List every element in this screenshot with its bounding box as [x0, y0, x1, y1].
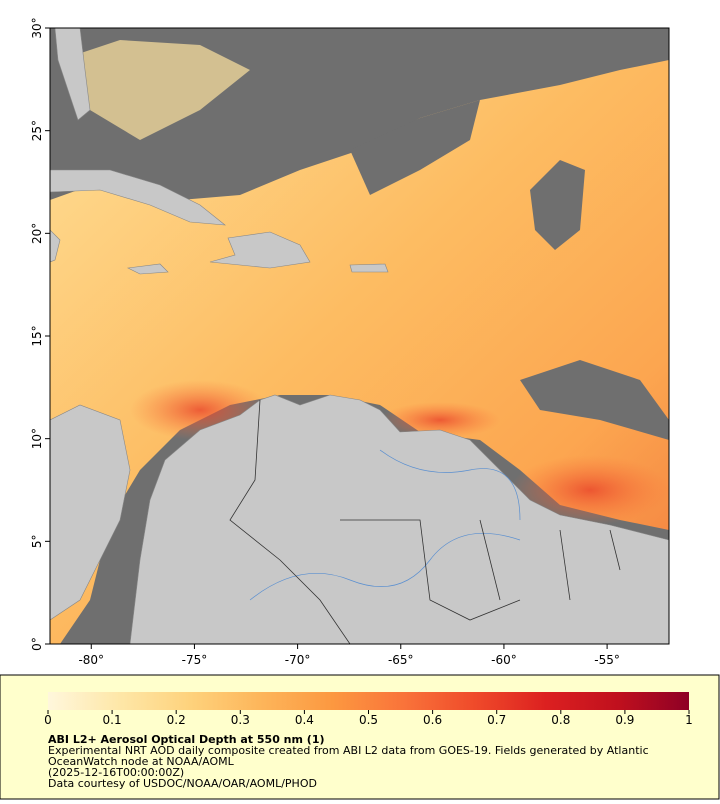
x-tick-label: -65°	[388, 653, 414, 667]
river	[249, 533, 521, 601]
colorbar-tick-label: 0.7	[487, 713, 506, 727]
colorbar-tick-label: 0	[44, 713, 52, 727]
hispaniola	[209, 231, 311, 269]
y-tick-label: 5°	[30, 535, 44, 549]
border	[340, 519, 521, 621]
y-tick-label: 15°	[30, 325, 44, 346]
aerosol-field	[50, 60, 669, 644]
caption-line: Experimental NRT AOD daily composite cre…	[48, 744, 649, 757]
y-tick-label: 30°	[30, 17, 44, 38]
aerosol-high	[380, 402, 500, 438]
florida	[54, 28, 91, 121]
y-tick-label: 25°	[30, 120, 44, 141]
y-tick-label: 0°	[30, 637, 44, 651]
rivers	[249, 449, 521, 601]
colorbar-ramp	[48, 692, 689, 710]
cuba	[50, 169, 226, 226]
river	[379, 449, 521, 521]
land	[50, 28, 669, 644]
no-data-gap	[350, 100, 480, 195]
y-tick-label: 20°	[30, 223, 44, 244]
caption-line: Data courtesy of USDOC/NOAA/OAR/AOML/PHO…	[48, 777, 317, 790]
aerosol-field	[60, 40, 250, 140]
no-data-gap	[520, 360, 669, 440]
x-tick-label: -75°	[182, 653, 208, 667]
caption-title: ABI L2+ Aerosol Optical Depth at 550 nm …	[48, 733, 325, 746]
caption-line: (2025-12-16T00:00:00Z)	[48, 766, 184, 779]
no-data-gap	[530, 160, 585, 250]
border	[229, 399, 351, 644]
colorbar-tick-label: 0.8	[551, 713, 570, 727]
colorbar-tick-label: 0.4	[295, 713, 314, 727]
yucatan	[50, 229, 61, 263]
colorbar-tick-label: 1	[685, 713, 693, 727]
border	[479, 519, 621, 601]
colorbar-tick-label: 0.5	[359, 713, 378, 727]
south-america	[129, 394, 669, 644]
puerto-rico	[349, 263, 389, 273]
central-america	[50, 404, 131, 621]
colorbar-tick-label: 0.2	[167, 713, 186, 727]
borders	[229, 399, 621, 644]
colorbar-tick-label: 0.1	[103, 713, 122, 727]
x-tick-label: -80°	[78, 653, 104, 667]
colorbar-tick-label: 0.6	[423, 713, 442, 727]
y-tick-label: 10°	[30, 428, 44, 449]
jamaica	[126, 263, 169, 275]
colorbar-tick-label: 0.3	[231, 713, 250, 727]
map-area	[50, 28, 669, 644]
x-tick-label: -60°	[491, 653, 517, 667]
colorbar: 0 0.1 0.2 0.3 0.4 0.5 0.6 0.7 0.8 0.9 1	[44, 692, 693, 727]
aerosol-high	[510, 455, 669, 525]
x-tick-label: -70°	[285, 653, 311, 667]
x-tick-label: -55°	[594, 653, 620, 667]
axes: -80° -75° -70° -65° -60° -55° 0° 5° 10° 15° 20° 25°…	[30, 17, 620, 667]
colorbar-tick-label: 0.9	[615, 713, 634, 727]
caption-lines: Experimental NRT AOD daily composite cre…	[48, 744, 649, 790]
caption-line: OceanWatch node at NOAA/AOML	[48, 755, 235, 768]
